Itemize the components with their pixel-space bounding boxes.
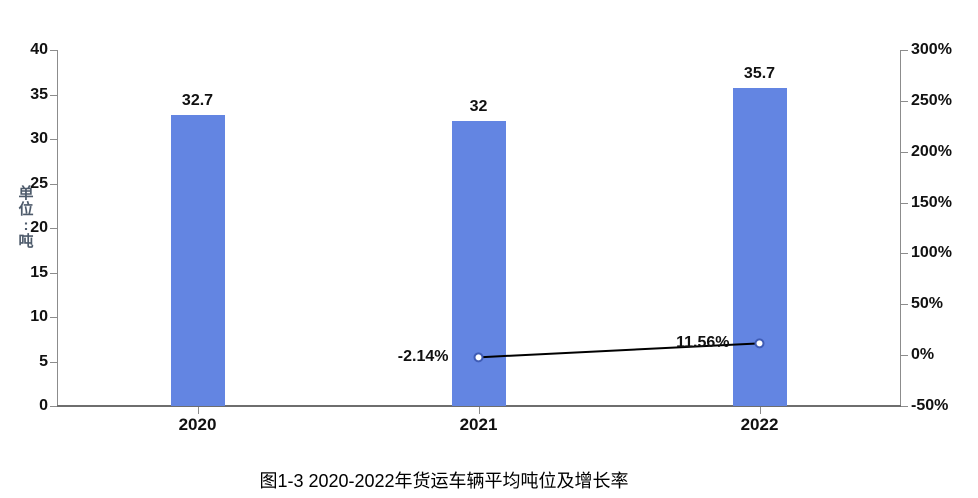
- right-axis-tick: [901, 304, 908, 306]
- left-axis-tick: [50, 406, 57, 407]
- x-axis-tick: [197, 407, 199, 414]
- growth-marker-2022: [754, 338, 765, 349]
- right-axis-tick: [901, 50, 908, 51]
- bar-value-label-2021: 32: [469, 98, 488, 116]
- right-axis-tick: [901, 202, 908, 204]
- right-axis-tick-label: 300%: [911, 41, 952, 58]
- right-axis-tick: [901, 355, 908, 357]
- left-axis-tick: [50, 183, 57, 185]
- right-axis-tick-label: 100%: [911, 244, 952, 262]
- left-axis-title: 单 位 : 吨: [18, 185, 34, 250]
- right-axis-tick-label: 0%: [911, 346, 935, 364]
- bar-2020: [170, 114, 225, 406]
- right-axis-tick-label: 200%: [911, 142, 952, 160]
- left-axis-tick: [50, 228, 57, 229]
- right-axis-tick-label: 150%: [911, 193, 952, 211]
- right-axis-tick-label: -50%: [911, 397, 949, 414]
- right-axis-line: [900, 50, 901, 406]
- x-axis-tick: [759, 407, 761, 414]
- right-axis-tick: [901, 100, 908, 102]
- left-axis-tick-label: 35: [30, 85, 48, 103]
- x-axis-line: [57, 405, 901, 407]
- right-axis-tick-label: 250%: [911, 91, 952, 109]
- right-axis-tick: [901, 253, 908, 255]
- right-axis-tick-label: 50%: [911, 295, 944, 313]
- left-axis-tick: [50, 272, 57, 274]
- growth-value-label-2021: -2.14%: [397, 348, 449, 366]
- left-axis-tick: [50, 50, 57, 51]
- left-axis-tick: [50, 139, 57, 140]
- right-axis-tick: [901, 151, 908, 153]
- bar-value-label-2022: 35.7: [743, 65, 776, 83]
- growth-marker-2021: [473, 352, 484, 363]
- left-axis-tick-label: 30: [30, 130, 48, 147]
- left-axis-tick-label: 40: [30, 41, 48, 58]
- left-axis-tick: [50, 317, 57, 318]
- left-axis-tick-label: 20: [30, 219, 48, 236]
- chart-caption: 图1-3 2020-2022年货运车辆平均吨位及增长率: [259, 471, 629, 491]
- x-axis-tick: [478, 407, 480, 414]
- growth-value-label-2022: 11.56%: [676, 334, 730, 352]
- bar-2022: [732, 88, 787, 406]
- bar-value-label-2020: 32.7: [181, 91, 214, 109]
- x-axis-label-2022: 2022: [740, 415, 779, 434]
- right-axis-tick: [901, 406, 908, 407]
- left-axis-tick: [50, 94, 57, 96]
- left-axis-tick-label: 25: [30, 174, 48, 192]
- left-axis-tick-label: 5: [39, 352, 48, 370]
- x-axis-label-2021: 2021: [459, 415, 498, 434]
- x-axis-label-2020: 2020: [178, 415, 217, 434]
- left-axis-tick-label: 10: [30, 308, 48, 325]
- left-axis-tick-label: 15: [30, 263, 48, 281]
- left-axis-line: [57, 50, 58, 406]
- growth-rate-line: [478, 342, 760, 359]
- left-axis-tick: [50, 361, 57, 363]
- left-axis-tick-label: 0: [39, 397, 48, 414]
